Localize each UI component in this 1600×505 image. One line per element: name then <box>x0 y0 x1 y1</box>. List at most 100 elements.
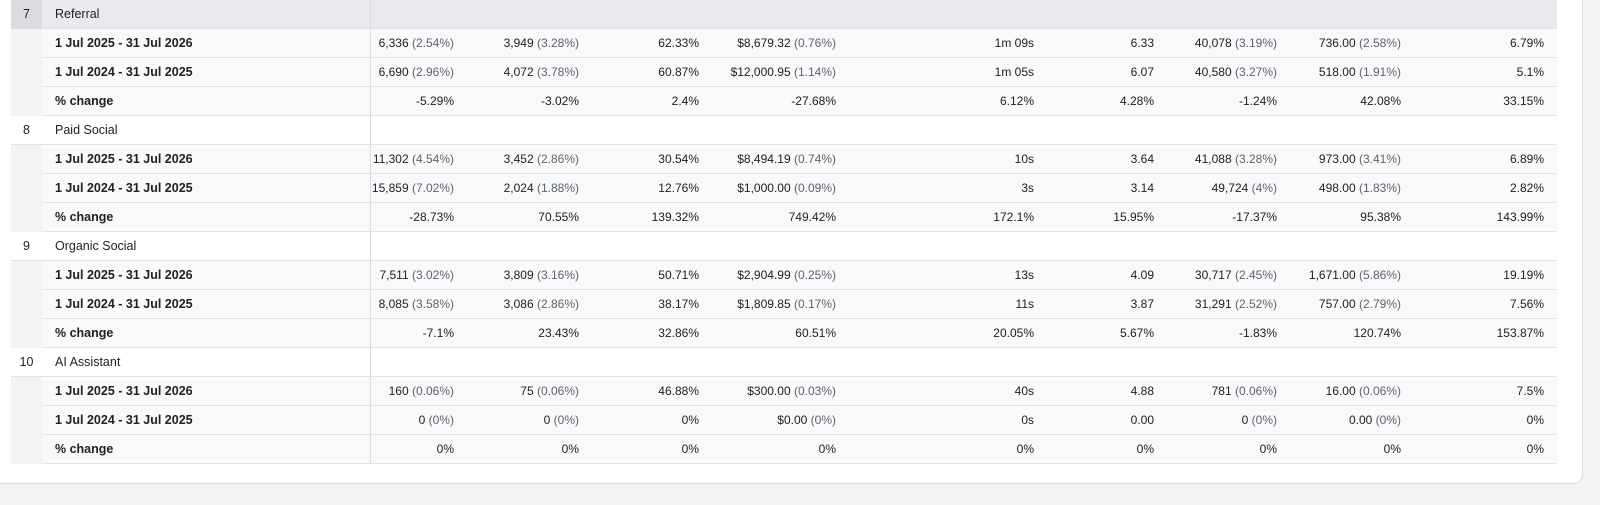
metric-cell: 11,302 (4.54%) <box>373 145 454 174</box>
date-range-row: 1 Jul 2024 - 31 Jul 2025 0 (0%) 0 (0%) 0% $0… <box>11 406 1557 435</box>
channel-group-row: 7 Referral <box>11 0 1557 29</box>
metric-share: (0%) <box>810 413 836 427</box>
metric-cell: 120.74% <box>1354 319 1401 348</box>
metric-cell: 23.43% <box>538 319 579 348</box>
metric-share: (1.14%) <box>793 65 836 79</box>
metric-cell: 12.76% <box>658 174 699 203</box>
metric-value: 15.95% <box>1113 210 1154 224</box>
metric-cell: 75 (0.06%) <box>520 377 579 406</box>
metric-cell: 0% <box>682 435 699 464</box>
row-index-blank <box>11 174 42 203</box>
metric-share: (0.06%) <box>1234 384 1277 398</box>
metric-cell: 95.38% <box>1360 203 1401 232</box>
metric-value: 0 <box>543 413 551 427</box>
metric-value: 46.88% <box>658 384 699 398</box>
metric-value: 41,088 <box>1194 152 1232 166</box>
metric-cell: 1m 09s <box>995 29 1034 58</box>
metric-value: 32.86% <box>658 326 699 340</box>
metric-value: 30,717 <box>1194 268 1232 282</box>
metric-value: 1,671.00 <box>1308 268 1356 282</box>
date-range-label: % change <box>42 87 371 116</box>
metric-value: 12.76% <box>658 181 699 195</box>
metric-value: 139.32% <box>651 210 699 224</box>
metric-cell: $0.00 (0%) <box>777 406 836 435</box>
metric-share: (0%) <box>428 413 454 427</box>
row-index: 8 <box>23 123 30 137</box>
metric-value: $8,494.19 <box>737 152 791 166</box>
date-range-row: 1 Jul 2025 - 31 Jul 2026 160 (0.06%) 75 (0… <box>11 377 1557 406</box>
date-range-label: 1 Jul 2024 - 31 Jul 2025 <box>42 174 371 203</box>
metric-value: 0% <box>1383 442 1401 456</box>
metric-cell: 7.56% <box>1510 290 1544 319</box>
metric-value: 3,809 <box>503 268 534 282</box>
metric-value: 2.4% <box>671 94 699 108</box>
metric-cell: 172.1% <box>993 203 1034 232</box>
metric-value: 70.55% <box>538 210 579 224</box>
channel-group-row: 9 Organic Social <box>11 232 1557 261</box>
metric-value: 0% <box>1259 442 1277 456</box>
metric-cell: 0 (0%) <box>419 406 454 435</box>
metric-value: 0 <box>418 413 426 427</box>
metric-cell: 6.79% <box>1510 29 1544 58</box>
metric-cell: $8,679.32 (0.76%) <box>737 29 836 58</box>
metric-value: 15,859 <box>371 181 409 195</box>
metric-cell: 10s <box>1015 145 1034 174</box>
metric-cell: 3,452 (2.86%) <box>504 145 579 174</box>
metric-cell: 4.09 <box>1131 261 1154 290</box>
metric-cell: 0% <box>1137 435 1154 464</box>
metric-cell: 20.05% <box>993 319 1034 348</box>
metric-cell: -7.1% <box>423 319 454 348</box>
metric-cell: 139.32% <box>652 203 699 232</box>
metric-value: 42.08% <box>1360 94 1401 108</box>
metric-cell: 30.54% <box>658 145 699 174</box>
metric-share: (3.78%) <box>536 65 579 79</box>
metric-share: (0.06%) <box>536 384 579 398</box>
metric-value: 160 <box>388 384 409 398</box>
metric-value: 7.5% <box>1516 384 1544 398</box>
metric-share: (3.58%) <box>411 297 454 311</box>
channel-name[interactable]: Referral <box>42 0 371 29</box>
metric-cell: 749.42% <box>789 203 836 232</box>
metric-cell: $300.00 (0.03%) <box>747 377 836 406</box>
channel-name[interactable]: Paid Social <box>42 116 371 145</box>
row-index-blank <box>11 58 42 87</box>
metric-value: 7.56% <box>1509 297 1544 311</box>
metric-cell: 2.4% <box>672 87 699 116</box>
metric-value: 75 <box>520 384 534 398</box>
metric-share: (0%) <box>553 413 579 427</box>
channel-name[interactable]: Organic Social <box>42 232 371 261</box>
metric-cell: 0 (0%) <box>544 406 579 435</box>
metric-cell: 32.86% <box>658 319 699 348</box>
metric-value: 3.87 <box>1130 297 1154 311</box>
metric-share: (3.28%) <box>1234 152 1277 166</box>
metric-share: (2.52%) <box>1234 297 1277 311</box>
metric-cell: 38.17% <box>658 290 699 319</box>
metric-cell: 6.07 <box>1131 58 1154 87</box>
row-index: 10 <box>19 355 34 369</box>
metric-cell: 41,088 (3.28%) <box>1195 145 1277 174</box>
metric-share: (0%) <box>1251 413 1277 427</box>
metric-value: 3.64 <box>1130 152 1154 166</box>
metric-cell: 153.87% <box>1497 319 1544 348</box>
metric-value: 40s <box>1014 384 1034 398</box>
metric-value: 0s <box>1021 413 1034 427</box>
metric-value: 0% <box>681 413 699 427</box>
metric-share: (2.86%) <box>536 297 579 311</box>
metric-cell: -5.29% <box>416 87 454 116</box>
date-range-label: 1 Jul 2025 - 31 Jul 2026 <box>42 29 371 58</box>
metric-cell: 0% <box>1527 435 1544 464</box>
row-index-blank <box>11 290 42 319</box>
metric-value: 33.15% <box>1503 94 1544 108</box>
metric-share: (4.54%) <box>411 152 454 166</box>
row-index-blank <box>11 377 42 406</box>
metric-cell: 1m 05s <box>995 58 1034 87</box>
metric-cell: 70.55% <box>538 203 579 232</box>
row-index-blank <box>11 203 42 232</box>
metric-value: 781 <box>1211 384 1232 398</box>
metric-cell: $1,809.85 (0.17%) <box>737 290 836 319</box>
channel-name[interactable]: AI Assistant <box>42 348 371 377</box>
metric-cell: 16.00 (0.06%) <box>1326 377 1401 406</box>
percent-change-row: % change -7.1% 23.43% 32.86% 60.51% 20.05% 5.6… <box>11 319 1557 348</box>
metric-cell: 2.82% <box>1510 174 1544 203</box>
date-range-label: % change <box>42 319 371 348</box>
